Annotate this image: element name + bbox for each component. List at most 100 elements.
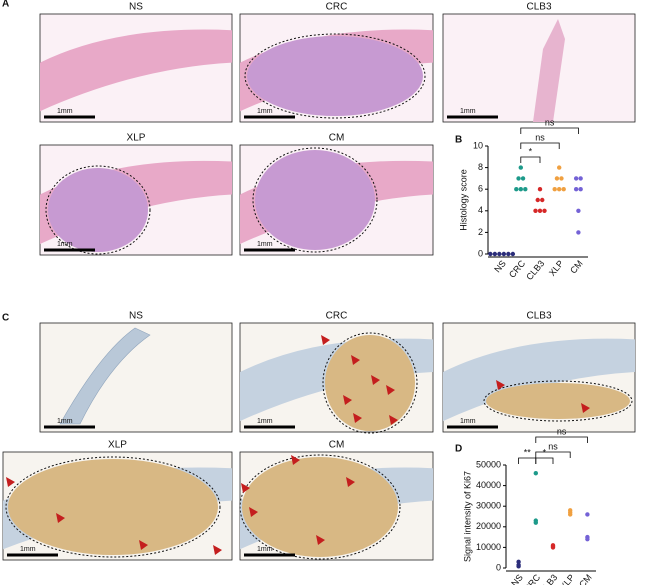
significance-bracket (518, 457, 537, 464)
tumor-outline (483, 380, 633, 422)
y-tick-label: 10 (473, 140, 483, 150)
x-tick-label: XLP (558, 572, 577, 585)
data-point (492, 251, 498, 257)
tissue (533, 19, 565, 122)
arrowhead (241, 483, 250, 493)
arrowhead (386, 385, 395, 395)
micrograph: 1mm NS (39, 311, 233, 433)
arrowhead (249, 507, 258, 517)
scale-label: 1mm (257, 546, 273, 553)
significance-bracket (520, 142, 560, 149)
y-axis-label: Signal intensity of Ki67 (462, 471, 472, 562)
tumor-outline (252, 147, 378, 253)
arrowhead (581, 403, 590, 413)
data-point (501, 251, 507, 257)
arrowhead (316, 535, 325, 545)
x-tick-label: CM (577, 572, 594, 585)
scale-label: 1mm (57, 418, 73, 425)
panel-label: B (455, 135, 462, 146)
scale-label: 1mm (257, 241, 273, 248)
data-point (573, 187, 579, 192)
micrograph: 1mm XLP (2, 440, 233, 561)
data-point (568, 512, 573, 517)
arrowhead (321, 335, 330, 345)
data-point (585, 536, 590, 542)
data-point (540, 197, 545, 203)
y-tick-label: 6 (478, 184, 483, 194)
significance-label: * (543, 447, 547, 457)
data-point (533, 471, 538, 476)
scale-label: 1mm (20, 546, 36, 553)
data-point (578, 176, 583, 181)
image-title: CRC (326, 2, 348, 13)
tumor (48, 168, 148, 252)
data-point (497, 251, 502, 257)
data-point (559, 176, 564, 181)
y-tick-label: 50000 (476, 459, 501, 469)
scale-label: 1mm (257, 108, 273, 115)
image-title: XLP (127, 133, 146, 144)
arrowhead (371, 375, 380, 385)
data-point (535, 197, 540, 203)
image-title: CRC (326, 311, 348, 322)
micrograph: 1mm NS (39, 2, 233, 123)
data-point (554, 176, 560, 181)
panel-label: A (2, 0, 9, 10)
tumor (325, 335, 415, 431)
tissue (59, 327, 151, 425)
y-tick-label: 8 (478, 162, 483, 172)
y-tick-label: 2 (478, 227, 483, 237)
micrograph: 1mm CRC (239, 311, 434, 434)
y-tick-label: 10000 (476, 542, 501, 552)
data-point (506, 251, 511, 257)
arrowhead (496, 380, 505, 390)
y-axis-label: Histology score (458, 169, 468, 231)
significance-bracket (535, 451, 571, 458)
significance-bracket (520, 127, 579, 134)
image-title: NS (129, 311, 143, 322)
panel-label: D (455, 444, 462, 455)
data-point (523, 187, 528, 192)
micrograph: 1mm CRC (239, 2, 434, 123)
significance-label: ns (535, 132, 545, 142)
significance-label: ns (545, 117, 555, 127)
scale-label: 1mm (257, 418, 273, 425)
tumor-outline (239, 454, 401, 560)
data-point (533, 208, 538, 213)
data-point (576, 230, 581, 235)
arrowhead (56, 513, 65, 523)
image-title: CLB3 (526, 2, 551, 13)
data-point (550, 545, 556, 550)
y-tick-label: 40000 (476, 480, 501, 490)
data-point (516, 559, 521, 565)
arrowhead (346, 477, 355, 487)
micrograph: 1mm CLB3 (442, 311, 636, 433)
significance-label: ** (524, 447, 532, 457)
x-tick-label: CLB3 (524, 258, 546, 282)
scale-label: 1mm (57, 241, 73, 248)
x-tick-label: CRC (522, 572, 543, 585)
data-point (514, 187, 519, 192)
data-point (520, 176, 526, 181)
significance-label: ns (548, 441, 558, 451)
arrowhead (6, 477, 15, 487)
data-point (576, 208, 581, 213)
data-point (533, 520, 538, 525)
image-title: CM (329, 133, 345, 144)
tumor-outline (5, 456, 221, 558)
arrowhead (343, 395, 352, 405)
data-point (518, 165, 523, 170)
data-point (557, 187, 562, 192)
data-point (537, 208, 543, 213)
tumor-outline (322, 332, 418, 434)
significance-bracket (535, 457, 554, 464)
image-title: CM (329, 440, 345, 451)
scale-label: 1mm (57, 108, 73, 115)
x-tick-label: XLP (547, 258, 566, 277)
x-tick-label: CM (568, 258, 585, 275)
arrowhead (213, 545, 222, 555)
tumor (486, 383, 630, 419)
micrograph: 1mm CM (239, 133, 434, 256)
image-title: CLB3 (526, 311, 551, 322)
